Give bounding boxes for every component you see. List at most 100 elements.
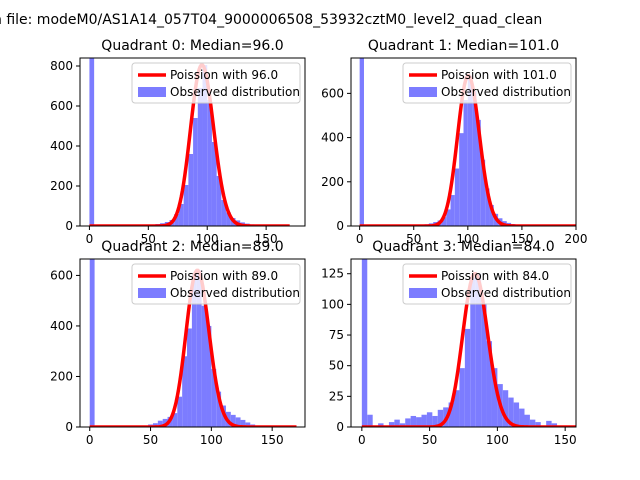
- histogram-bar: [459, 368, 465, 427]
- y-tick-label: 100: [321, 297, 344, 311]
- x-tick-label: 150: [510, 232, 533, 246]
- histogram-bar: [178, 204, 184, 226]
- legend: Poission with 101.0 Observed distribution: [402, 62, 572, 104]
- x-tick-label: 150: [261, 433, 284, 447]
- histogram-bar: [519, 408, 525, 427]
- legend-label-poisson: Poission with 89.0: [170, 269, 278, 283]
- histogram-bar: [464, 328, 471, 427]
- axes-frame: [350, 258, 577, 428]
- histogram-bar: [426, 412, 433, 427]
- x-tick-label: 100: [200, 433, 223, 447]
- legend-box: [131, 263, 301, 305]
- legend: Poission with 96.0 Observed distribution: [131, 62, 301, 104]
- histogram-bar: [472, 91, 477, 226]
- x-tick-label: 100: [486, 433, 509, 447]
- histogram-bar: [535, 422, 541, 427]
- legend-label-observed: Observed distribution: [441, 286, 571, 300]
- histogram-bar: [508, 397, 514, 427]
- histogram-bar: [448, 402, 455, 427]
- histogram-bar: [226, 212, 231, 226]
- histogram-bar: [450, 195, 455, 226]
- x-tick-label: 50: [422, 433, 437, 447]
- histogram-bar: [489, 205, 494, 226]
- axes-frame: [79, 258, 306, 428]
- x-tick-label: 100: [456, 232, 479, 246]
- y-tick-label: 0: [65, 420, 73, 434]
- legend-bar-swatch: [138, 87, 166, 97]
- x-tick-label: 0: [356, 232, 364, 246]
- x-tick-label: 0: [358, 433, 366, 447]
- legend-box: [402, 62, 572, 104]
- legend-label-poisson: Poission with 84.0: [441, 269, 549, 283]
- histogram-bar: [463, 100, 468, 226]
- histogram-bar: [162, 418, 168, 427]
- histogram-bar: [245, 422, 251, 427]
- histogram-bar: [221, 200, 227, 226]
- axes-frame: [79, 57, 306, 227]
- poisson-curve: [358, 73, 576, 226]
- y-tick-label: 400: [321, 131, 344, 145]
- histogram-bar: [405, 418, 411, 427]
- legend-bar-swatch: [409, 87, 437, 97]
- histogram-bar: [359, 58, 364, 226]
- legend: Poission with 89.0 Observed distribution: [131, 263, 301, 305]
- y-tick-label: 75: [329, 328, 344, 342]
- histogram-bar: [89, 259, 95, 427]
- histogram-bar: [485, 188, 490, 226]
- histogram-bar: [454, 168, 460, 226]
- histogram-bar: [480, 159, 486, 226]
- histogram-bar: [207, 100, 212, 226]
- histogram-bar: [177, 396, 183, 427]
- y-tick-label: 125: [321, 267, 344, 281]
- y-tick-label: 600: [50, 268, 73, 282]
- histogram-bar: [486, 341, 492, 427]
- histogram-bar: [529, 419, 536, 427]
- axes-frame: [350, 57, 577, 227]
- x-tick-label: 150: [554, 433, 577, 447]
- panel-quadrant-0: 0 50 100 150 0 200 400 600 800 Quadrant 0: Median…: [50, 38, 306, 246]
- plot-area: [358, 58, 576, 226]
- histogram-bar: [202, 65, 208, 226]
- histogram-bar: [475, 273, 482, 427]
- histogram-bar: [182, 356, 188, 427]
- histogram-bar: [481, 304, 487, 427]
- figure-suptitle: n file: modeM0/AS1A14_057T04_9000006508_…: [0, 12, 542, 28]
- y-tick-label: 400: [50, 319, 73, 333]
- legend-label-poisson: Poission with 101.0: [441, 68, 557, 82]
- histogram-bar: [432, 415, 438, 427]
- y-tick-label: 200: [50, 369, 73, 383]
- histogram-bar: [437, 409, 444, 427]
- histogram-bar: [174, 214, 179, 226]
- legend-label-observed: Observed distribution: [170, 85, 300, 99]
- y-tick-label: 0: [336, 420, 344, 434]
- histogram-bar: [446, 209, 451, 226]
- histogram-bar: [206, 325, 212, 427]
- x-tick-label: 100: [196, 232, 219, 246]
- histogram-bar: [191, 275, 197, 427]
- histogram-bar: [524, 414, 530, 427]
- histogram-bar: [89, 58, 95, 226]
- histogram-bar: [551, 423, 558, 427]
- histogram-bar: [476, 119, 481, 226]
- histogram-bar: [441, 217, 447, 226]
- histogram-bar: [240, 419, 246, 427]
- histogram-bar: [459, 133, 464, 226]
- histogram-bar: [361, 259, 368, 427]
- histogram-bar: [157, 420, 163, 427]
- histogram-bar: [235, 417, 241, 427]
- x-tick-label: 0: [86, 433, 94, 447]
- histogram-bar: [410, 415, 417, 427]
- histogram-bar: [183, 185, 189, 226]
- histogram-bar: [416, 417, 422, 427]
- panel-quadrant-1: 0 50 100 150 200 0 200 400 600 Quadrant 1: Median…: [321, 38, 587, 246]
- y-tick-label: 25: [329, 389, 344, 403]
- histogram-bar: [502, 390, 509, 427]
- y-tick-label: 200: [50, 179, 73, 193]
- panel-title: Quadrant 2: Median=89.0: [101, 239, 283, 255]
- y-tick-label: 600: [321, 86, 344, 100]
- histogram-bar: [467, 75, 473, 226]
- histogram-bar: [201, 305, 207, 427]
- histogram-bar: [197, 88, 203, 226]
- legend: Poission with 84.0 Observed distribution: [402, 263, 572, 305]
